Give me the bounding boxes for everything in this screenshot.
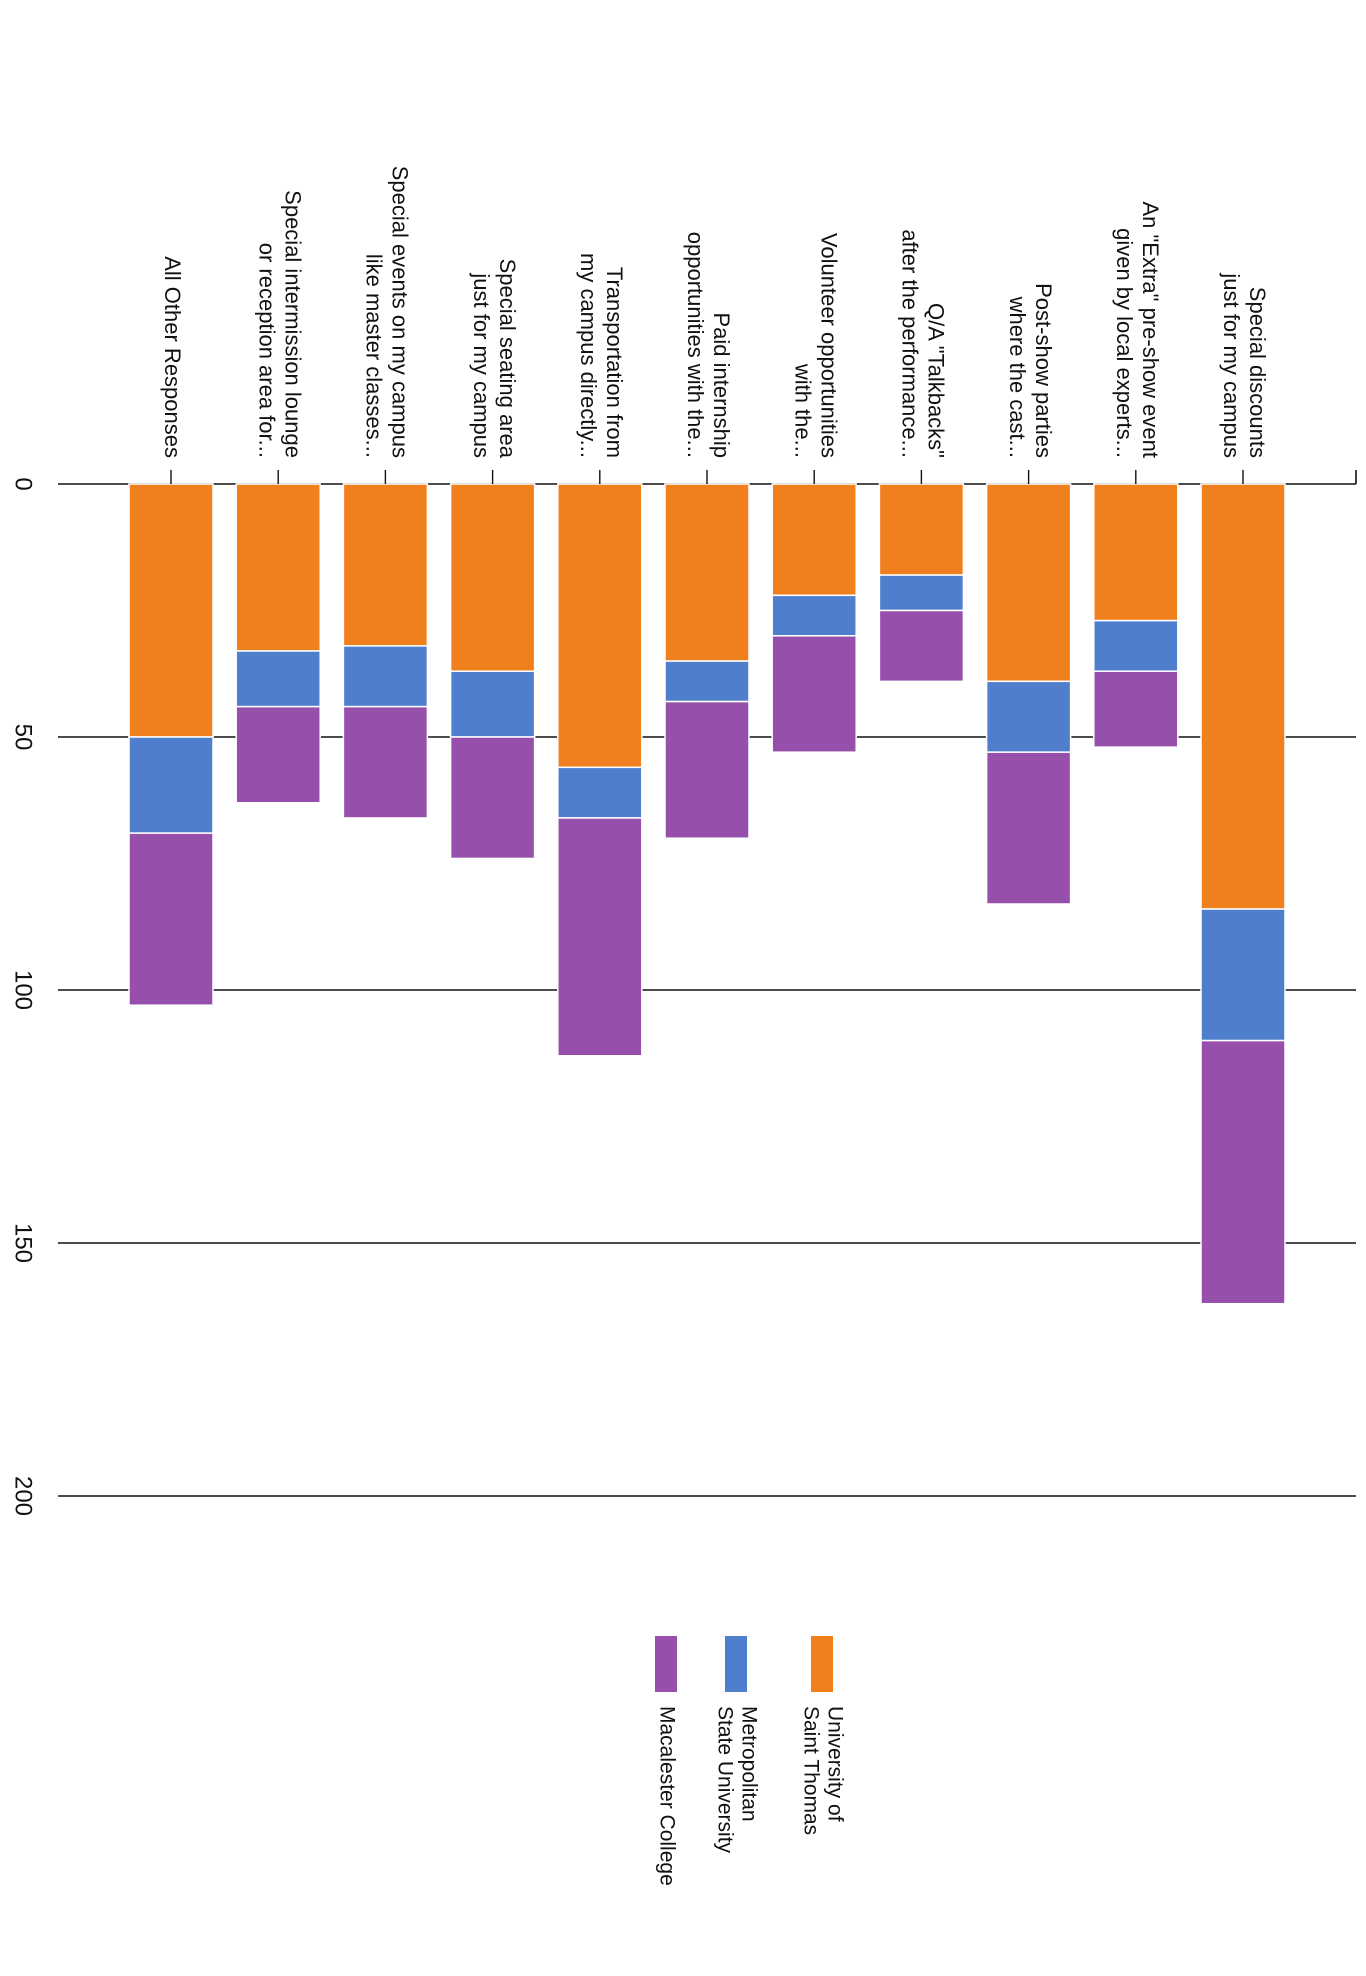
category-label-5-line-1: opportunities with the...: [683, 232, 708, 458]
category-label-6-line-1: with the...: [790, 363, 815, 458]
category-label-4-line-1: my campus directly...: [576, 253, 601, 458]
bar-0-series-0: [128, 483, 214, 738]
category-label-4-line-0: Transportation from: [602, 267, 627, 458]
category-label-2-line-0: Special events on my campus: [388, 166, 413, 458]
bar-8-series-0: [985, 483, 1072, 683]
bar-5-series-2: [664, 700, 750, 839]
category-label-1-line-1: or reception area for...: [254, 243, 279, 458]
bar-1-series-0: [235, 483, 321, 652]
bar-0-series-1: [128, 736, 214, 834]
bar-6-series-2: [771, 635, 857, 753]
bar-9-series-2: [1093, 670, 1179, 748]
bar-2-series-2: [342, 705, 429, 819]
tick-label-100: 100: [10, 970, 37, 1010]
category-label-8-line-0: Post-show parties: [1031, 283, 1056, 458]
value-axis: 0 50 100 150 200: [10, 477, 37, 1516]
category-labels: All Other Responses Special intermission …: [160, 166, 1270, 459]
bar-9-series-1: [1093, 619, 1179, 672]
bar-7-series-2: [878, 609, 965, 683]
legend-swatch-0: [811, 1636, 833, 1692]
tick-label-200: 200: [10, 1476, 37, 1516]
bar-10-series-0: [1200, 483, 1286, 910]
category-label-3-line-1: just for my campus: [469, 272, 494, 458]
category-label-8-line-1: where the cast...: [1005, 296, 1030, 458]
category-label-6-line-0: Volunteer opportunities: [816, 233, 841, 458]
legend-label-1-line-0: Metropolitan: [737, 1706, 760, 1822]
bar-10-series-2: [1200, 1039, 1286, 1305]
category-label-10-line-1: just for my campus: [1219, 272, 1244, 458]
bar-8-series-2: [985, 751, 1072, 905]
category-label-5-line-0: Paid internship: [709, 312, 734, 458]
legend-swatch-2: [655, 1636, 677, 1692]
category-label-1-line-0: Special intermission lounge: [280, 190, 305, 458]
tick-label-150: 150: [10, 1223, 37, 1263]
bar-3-series-2: [449, 736, 536, 860]
category-label-10-line-0: Special discounts: [1245, 287, 1270, 458]
bar-3-series-0: [449, 483, 536, 672]
bar-1-series-2: [235, 705, 321, 804]
bar-4-series-1: [557, 766, 643, 819]
legend-label-0-line-0: University of: [823, 1706, 846, 1822]
legend-label-1-line-1: State University: [713, 1706, 736, 1854]
legend-label-2-line-0: Macalester College: [655, 1706, 678, 1886]
legend-label-0-line-1: Saint Thomas: [799, 1706, 822, 1835]
bar-8-series-1: [985, 680, 1072, 753]
bar-1-series-1: [235, 650, 321, 708]
bar-9-series-0: [1093, 483, 1179, 622]
bar-5-series-0: [664, 483, 750, 662]
bar-6-series-0: [771, 483, 857, 597]
category-label-2-line-1: like master classes...: [362, 254, 387, 458]
bar-7-series-1: [878, 574, 965, 612]
bar-4-series-2: [557, 817, 643, 1057]
category-label-3-line-0: Special seating area: [495, 259, 520, 459]
category-label-7-line-0: Q/A "Talkbacks": [924, 303, 949, 458]
bar-3-series-1: [449, 670, 536, 738]
category-label-7-line-1: after the performance...: [898, 229, 923, 458]
bar-0-series-2: [128, 832, 214, 1006]
bar-2-series-1: [342, 645, 429, 708]
bar-2-series-0: [342, 483, 429, 647]
category-label-9-line-1: given by local experts...: [1112, 228, 1137, 458]
category-label-0-line-0: All Other Responses: [160, 256, 185, 458]
legend-swatch-1: [725, 1636, 747, 1692]
tick-label-50: 50: [10, 724, 37, 751]
category-label-9-line-0: An "Extra" pre-show event: [1138, 201, 1163, 458]
bar-6-series-1: [771, 594, 857, 637]
bar-10-series-1: [1200, 908, 1286, 1042]
bar-7-series-0: [878, 483, 965, 576]
tick-label-0: 0: [10, 477, 37, 490]
bar-5-series-1: [664, 660, 750, 703]
bars: [128, 470, 1286, 1305]
bar-4-series-0: [557, 483, 643, 769]
